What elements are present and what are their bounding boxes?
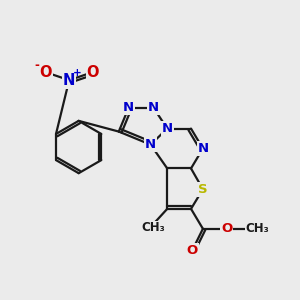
- Text: CH₃: CH₃: [246, 222, 269, 235]
- Text: O: O: [87, 64, 99, 80]
- Text: CH₃: CH₃: [142, 221, 165, 234]
- Text: N: N: [197, 142, 208, 155]
- Text: +: +: [73, 68, 82, 78]
- Text: O: O: [187, 244, 198, 257]
- Text: N: N: [123, 101, 134, 114]
- Text: -: -: [34, 59, 40, 72]
- Text: N: N: [63, 73, 75, 88]
- Text: S: S: [198, 183, 208, 196]
- Text: O: O: [221, 222, 232, 235]
- Text: O: O: [39, 64, 52, 80]
- Text: N: N: [145, 138, 156, 151]
- Text: N: N: [162, 122, 173, 135]
- Text: N: N: [148, 101, 159, 114]
